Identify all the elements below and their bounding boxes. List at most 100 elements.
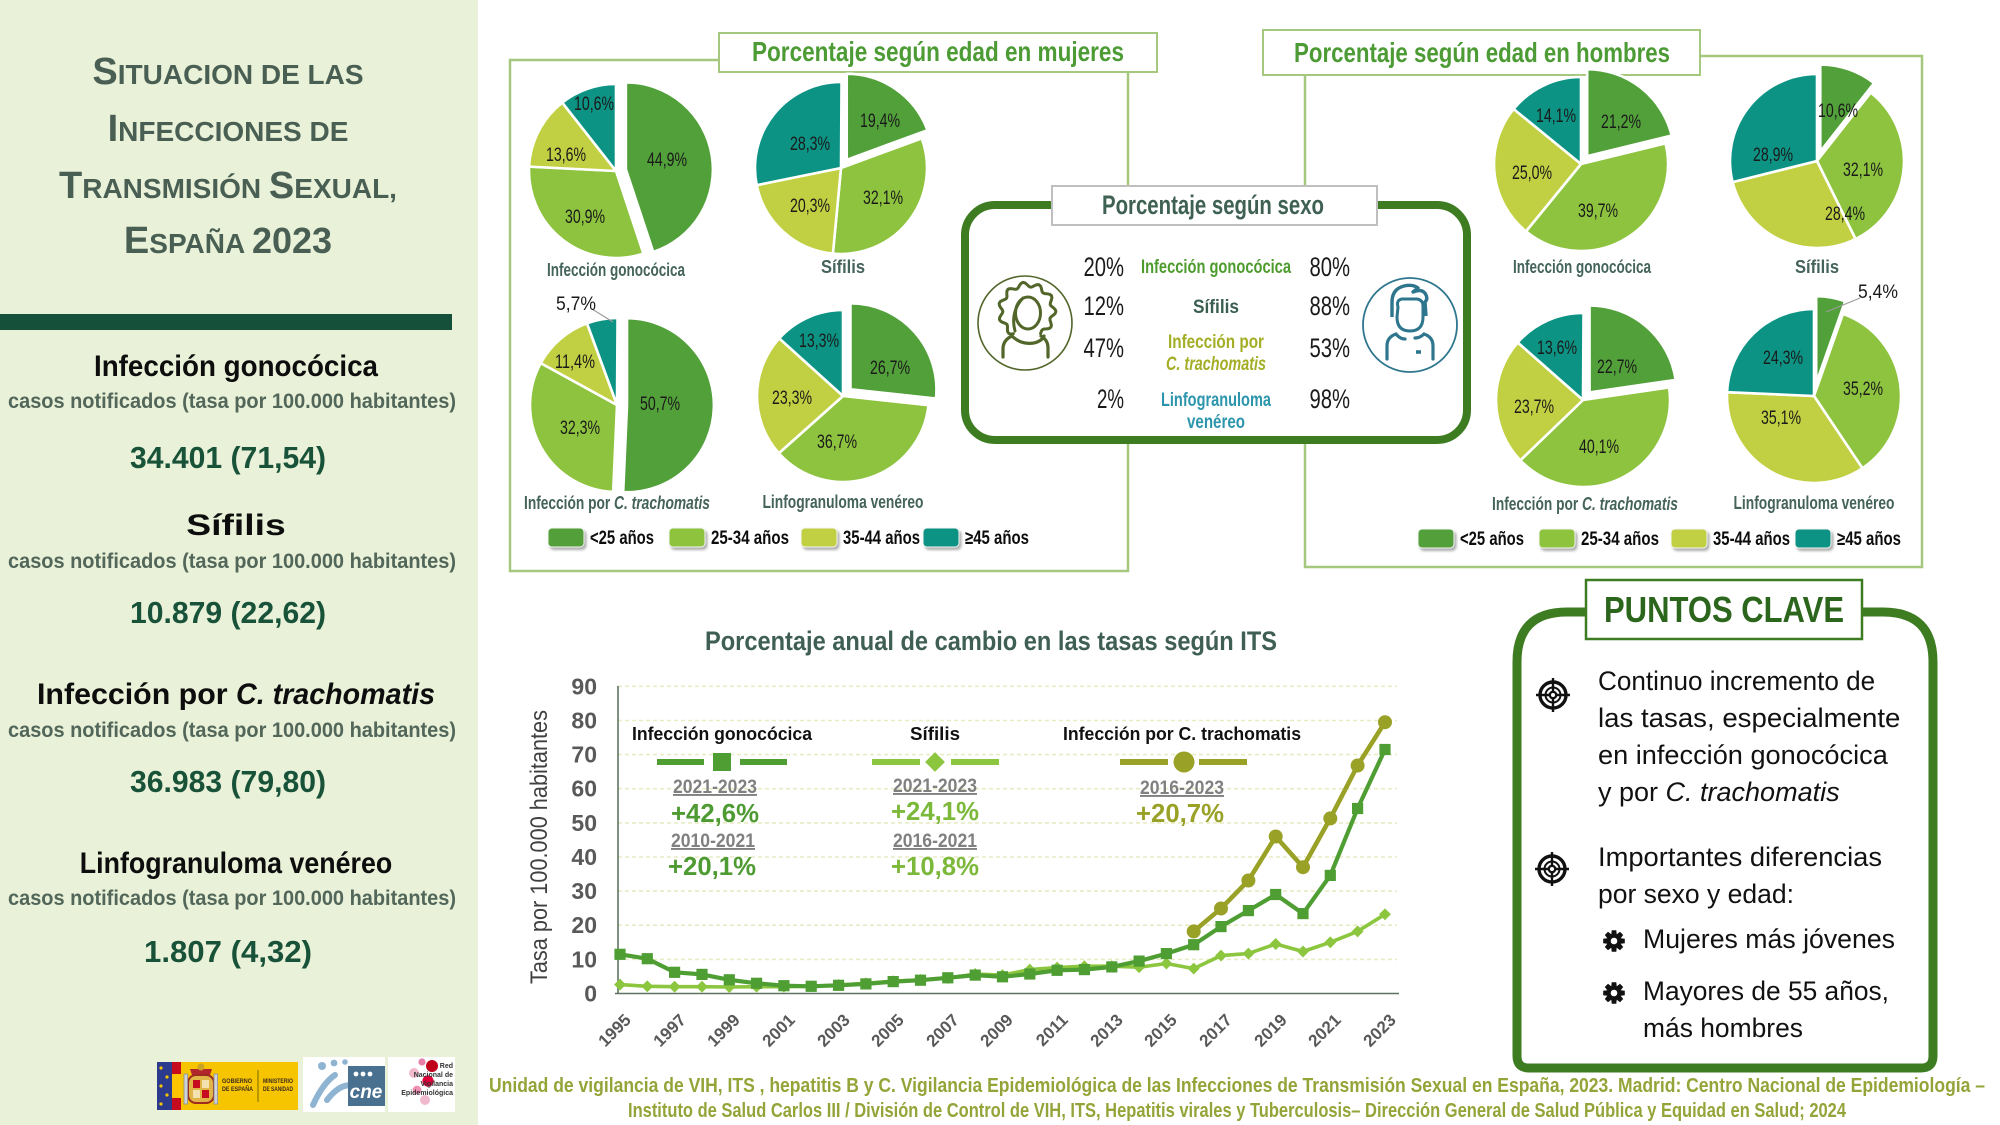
svg-text:50,7%: 50,7% — [640, 394, 680, 415]
svg-text:MINISTERIO: MINISTERIO — [263, 1078, 293, 1085]
svg-text:25-34 años: 25-34 años — [1581, 529, 1659, 550]
svg-text:Infección gonocócica: Infección gonocócica — [94, 350, 378, 383]
svg-text:Sífilis: Sífilis — [910, 724, 960, 744]
svg-text:40: 40 — [571, 844, 597, 870]
svg-text:11,4%: 11,4% — [555, 352, 595, 373]
svg-text:Infección por C. trachomatis: Infección por C. trachomatis — [524, 493, 710, 513]
svg-text:2021-2023: 2021-2023 — [893, 776, 977, 797]
svg-text:40,1%: 40,1% — [1579, 437, 1619, 458]
svg-text:casos notificados (tasa por 10: casos notificados (tasa por 100.000 habi… — [8, 719, 456, 742]
svg-text:20: 20 — [571, 912, 597, 938]
svg-text:12%: 12% — [1084, 291, 1125, 321]
svg-text:13,6%: 13,6% — [546, 145, 586, 166]
svg-text:90: 90 — [571, 673, 597, 699]
svg-text:Porcentaje según sexo: Porcentaje según sexo — [1102, 190, 1324, 220]
svg-text:Linfogranuloma venéreo: Linfogranuloma venéreo — [80, 847, 392, 880]
svg-text:44,9%: 44,9% — [647, 150, 687, 171]
svg-text:Porcentaje anual de cambio en: Porcentaje anual de cambio en las tasas … — [705, 626, 1277, 656]
svg-text:20%: 20% — [1084, 252, 1125, 282]
svg-text:70: 70 — [571, 742, 597, 768]
svg-text:TRANSMISIÓN SEXUAL,: TRANSMISIÓN SEXUAL, — [59, 165, 397, 207]
svg-text:34.401 (71,54): 34.401 (71,54) — [130, 440, 326, 475]
svg-text:23,7%: 23,7% — [1514, 397, 1554, 418]
svg-text:y por C. trachomatis: y por C. trachomatis — [1598, 777, 1840, 807]
svg-text:35,2%: 35,2% — [1843, 379, 1883, 400]
svg-text:Infección por C. trachomatis: Infección por C. trachomatis — [1492, 494, 1678, 514]
svg-text:60: 60 — [571, 776, 597, 802]
svg-text:Infección gonocócica: Infección gonocócica — [1141, 257, 1291, 278]
svg-text:C. trachomatis: C. trachomatis — [1166, 354, 1266, 375]
svg-text:13,6%: 13,6% — [1537, 338, 1577, 359]
svg-text:Sífilis: Sífilis — [821, 257, 865, 277]
svg-text:5,7%: 5,7% — [556, 294, 596, 315]
svg-text:las tasas, especialmente: las tasas, especialmente — [1598, 703, 1900, 733]
svg-text:20,3%: 20,3% — [790, 196, 830, 217]
svg-text:10.879 (22,62): 10.879 (22,62) — [130, 595, 326, 630]
svg-text:28,9%: 28,9% — [1753, 145, 1793, 166]
svg-text:2016-2023: 2016-2023 — [1140, 778, 1224, 799]
svg-text:2010-2021: 2010-2021 — [671, 831, 755, 852]
svg-text:36,7%: 36,7% — [817, 432, 857, 453]
svg-text:Infección gonocócica: Infección gonocócica — [1513, 257, 1652, 277]
svg-text:80: 80 — [571, 707, 597, 733]
svg-text:venéreo: venéreo — [1187, 412, 1245, 433]
svg-text:Infección por C. trachomatis: Infección por C. trachomatis — [1063, 724, 1301, 744]
svg-text:DE SANIDAD: DE SANIDAD — [263, 1086, 293, 1093]
svg-text:Sífilis: Sífilis — [1795, 257, 1839, 277]
svg-text:21,2%: 21,2% — [1601, 112, 1641, 133]
svg-text:<25 años: <25 años — [590, 528, 654, 549]
svg-text:SITUACION DE LAS: SITUACION DE LAS — [92, 51, 363, 93]
svg-text:Continuo incremento de: Continuo incremento de — [1598, 666, 1875, 696]
svg-text:Porcentaje según edad en mujer: Porcentaje según edad en mujeres — [752, 36, 1124, 67]
svg-text:25-34 años: 25-34 años — [711, 528, 789, 549]
svg-text:32,1%: 32,1% — [1843, 160, 1883, 181]
svg-text:casos notificados (tasa por 10: casos notificados (tasa por 100.000 habi… — [8, 550, 456, 573]
svg-text:Importantes diferencias: Importantes diferencias — [1598, 842, 1882, 872]
svg-text:32,1%: 32,1% — [863, 188, 903, 209]
svg-text:Infección por C. trachomatis: Infección por C. trachomatis — [37, 678, 435, 711]
svg-text:ESPAÑA 2023: ESPAÑA 2023 — [124, 220, 332, 262]
svg-text:Red: Red — [440, 1063, 453, 1070]
svg-text:+24,1%: +24,1% — [891, 796, 979, 826]
svg-text:GOBIERNO: GOBIERNO — [222, 1078, 252, 1085]
svg-text:<25 años: <25 años — [1460, 529, 1524, 550]
svg-text:5,4%: 5,4% — [1858, 282, 1898, 303]
svg-text:80%: 80% — [1310, 252, 1351, 282]
svg-text:22,7%: 22,7% — [1597, 357, 1637, 378]
svg-text:Sífilis: Sífilis — [1193, 297, 1239, 318]
svg-text:Tasa por 100.000 habitantes: Tasa por 100.000 habitantes — [526, 710, 553, 984]
svg-text:por sexo y edad:: por sexo y edad: — [1598, 879, 1794, 909]
svg-text:≥45 años: ≥45 años — [965, 528, 1029, 549]
svg-text:2%: 2% — [1097, 384, 1124, 414]
svg-text:Mayores de 55 años,: Mayores de 55 años, — [1643, 976, 1889, 1006]
svg-text:Vigilancia: Vigilancia — [420, 1081, 453, 1088]
svg-text:+20,7%: +20,7% — [1136, 798, 1224, 828]
svg-text:Nacional de: Nacional de — [414, 1072, 453, 1079]
svg-text:Infección gonocócica: Infección gonocócica — [632, 724, 813, 744]
svg-text:Sífilis: Sífilis — [186, 509, 285, 542]
svg-text:DE ESPAÑA: DE ESPAÑA — [222, 1084, 253, 1093]
svg-text:casos notificados (tasa por 10: casos notificados (tasa por 100.000 habi… — [8, 887, 456, 910]
svg-text:10,6%: 10,6% — [574, 94, 614, 115]
svg-text:28,4%: 28,4% — [1825, 204, 1865, 225]
svg-text:en infección gonocócica: en infección gonocócica — [1598, 740, 1889, 770]
svg-text:+20,1%: +20,1% — [668, 851, 756, 881]
svg-text:35-44 años: 35-44 años — [843, 528, 920, 549]
svg-text:2016-2021: 2016-2021 — [893, 831, 977, 852]
svg-text:88%: 88% — [1310, 291, 1351, 321]
svg-text:24,3%: 24,3% — [1763, 348, 1803, 369]
svg-text:98%: 98% — [1310, 384, 1351, 414]
svg-text:Infección gonocócica: Infección gonocócica — [547, 260, 686, 280]
svg-text:Mujeres más jóvenes: Mujeres más jóvenes — [1643, 924, 1895, 954]
svg-text:36.983 (79,80): 36.983 (79,80) — [130, 764, 326, 799]
svg-text:Infección por: Infección por — [1168, 332, 1264, 353]
svg-text:28,3%: 28,3% — [790, 134, 830, 155]
svg-text:Instituto de Salud Carlos III: Instituto de Salud Carlos III / División… — [628, 1100, 1847, 1122]
svg-text:10,6%: 10,6% — [1818, 101, 1858, 122]
svg-text:≥45 años: ≥45 años — [1837, 529, 1901, 550]
svg-text:32,3%: 32,3% — [560, 418, 600, 439]
svg-text:Linfogranuloma venéreo: Linfogranuloma venéreo — [763, 492, 924, 512]
svg-text:25,0%: 25,0% — [1512, 163, 1552, 184]
svg-text:2021-2023: 2021-2023 — [673, 777, 757, 798]
svg-text:0: 0 — [584, 981, 597, 1007]
